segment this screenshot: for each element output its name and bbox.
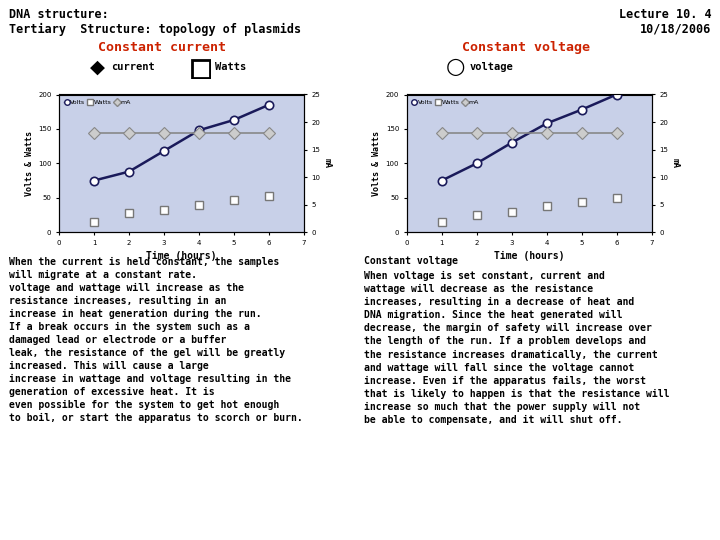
- Text: ○: ○: [446, 57, 465, 78]
- X-axis label: Time (hours): Time (hours): [146, 252, 217, 261]
- Y-axis label: mA: mA: [323, 158, 332, 168]
- Text: DNA structure:: DNA structure:: [9, 8, 109, 21]
- Legend: Volts, Watts, mA: Volts, Watts, mA: [410, 98, 481, 107]
- Text: ◆: ◆: [90, 58, 104, 77]
- Text: Constant voltage: Constant voltage: [462, 41, 590, 54]
- Y-axis label: Volts & Watts: Volts & Watts: [24, 131, 34, 196]
- X-axis label: Time (hours): Time (hours): [494, 252, 564, 261]
- Legend: Volts, Watts, mA: Volts, Watts, mA: [62, 98, 133, 107]
- Text: voltage: voltage: [469, 63, 513, 72]
- Text: When voltage is set constant, current and
wattage will decrease as the resistanc: When voltage is set constant, current an…: [364, 271, 669, 425]
- Text: Tertiary  Structure: topology of plasmids: Tertiary Structure: topology of plasmids: [9, 23, 301, 36]
- Text: 10/18/2006: 10/18/2006: [640, 23, 711, 36]
- Text: When the current is held constant, the samples
will migrate at a constant rate.
: When the current is held constant, the s…: [9, 256, 302, 423]
- Text: Constant current: Constant current: [98, 41, 226, 54]
- Text: Watts: Watts: [215, 63, 246, 72]
- Y-axis label: Volts & Watts: Volts & Watts: [372, 131, 382, 196]
- Text: Constant voltage: Constant voltage: [364, 256, 458, 267]
- Text: Lecture 10. 4: Lecture 10. 4: [618, 8, 711, 21]
- Y-axis label: mA: mA: [670, 158, 680, 168]
- Text: current: current: [112, 63, 156, 72]
